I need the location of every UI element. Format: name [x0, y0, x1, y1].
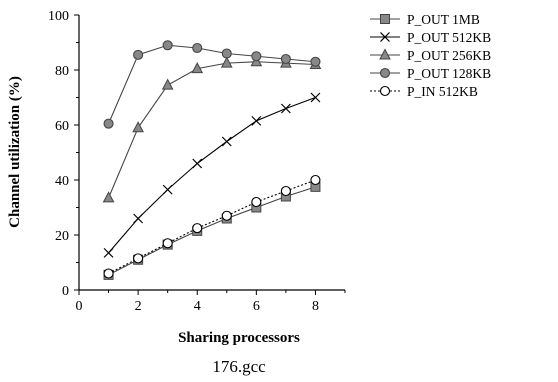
data-point	[251, 196, 262, 208]
data-point	[251, 115, 262, 126]
data-point	[133, 253, 144, 264]
legend-label: P_IN 512KB	[407, 84, 478, 99]
data-point	[103, 268, 114, 279]
series-4	[103, 174, 321, 279]
data-point	[310, 92, 321, 103]
data-point	[132, 121, 144, 133]
data-point	[103, 118, 114, 129]
data-point	[162, 40, 173, 51]
y-tick-label: 80	[55, 64, 69, 79]
data-point	[251, 51, 262, 62]
series-2	[102, 55, 322, 203]
data-point	[220, 56, 233, 68]
data-point	[191, 62, 204, 74]
data-point	[221, 136, 232, 147]
series-layer	[102, 40, 322, 280]
data-point	[280, 53, 291, 65]
series-1	[103, 92, 321, 258]
data-point	[161, 78, 174, 90]
x-axis-label: Sharing processors	[178, 330, 300, 346]
x-tick-label: 2	[135, 299, 142, 314]
data-point	[192, 42, 203, 54]
y-tick-label: 0	[62, 284, 69, 299]
data-point	[162, 184, 173, 195]
legend: P_OUT 1MB P_OUT 512KB P_OUT 256KB P_OUT 128…	[370, 12, 491, 99]
data-point	[221, 210, 232, 221]
legend-entry: P_OUT 128KB	[370, 66, 491, 81]
data-point	[280, 103, 291, 114]
data-point	[102, 191, 115, 203]
legend-label: P_OUT 256KB	[407, 48, 491, 63]
series-3	[103, 40, 321, 129]
data-point	[310, 174, 321, 186]
x-tick-label: 8	[312, 299, 319, 314]
data-point	[280, 185, 291, 197]
legend-entry: P_OUT 256KB	[370, 48, 491, 63]
legend-label: P_OUT 512KB	[407, 30, 491, 45]
data-point	[192, 223, 203, 234]
series-0	[103, 181, 321, 280]
series-line	[108, 61, 316, 199]
x-tick-label: 6	[253, 299, 260, 314]
data-point	[310, 56, 321, 67]
data-point	[103, 247, 114, 258]
y-tick-label: 40	[55, 174, 69, 189]
legend-marker	[379, 67, 391, 79]
chart-caption: 176.gcc	[212, 357, 266, 376]
legend-marker	[380, 32, 390, 42]
series-line	[108, 96, 316, 254]
y-tick-label: 60	[55, 119, 69, 134]
legend-marker	[379, 85, 391, 97]
data-point	[192, 158, 203, 169]
data-point	[133, 49, 144, 60]
legend-entry: P_IN 512KB	[370, 84, 478, 99]
y-tick-label: 100	[48, 9, 69, 24]
legend-entry: P_OUT 1MB	[370, 12, 480, 27]
y-tick-label: 20	[55, 229, 69, 244]
legend-entry: P_OUT 512KB	[370, 30, 491, 45]
legend-label: P_OUT 1MB	[407, 12, 480, 27]
legend-label: P_OUT 128KB	[407, 66, 491, 81]
x-tick-label: 0	[76, 299, 83, 314]
data-point	[162, 238, 173, 249]
data-point	[221, 48, 232, 59]
x-tick-label: 4	[194, 299, 201, 314]
legend-marker	[379, 48, 391, 60]
y-axis-label: Channel utilization (%)	[7, 76, 23, 228]
legend-marker	[380, 14, 390, 24]
data-point	[133, 213, 144, 224]
